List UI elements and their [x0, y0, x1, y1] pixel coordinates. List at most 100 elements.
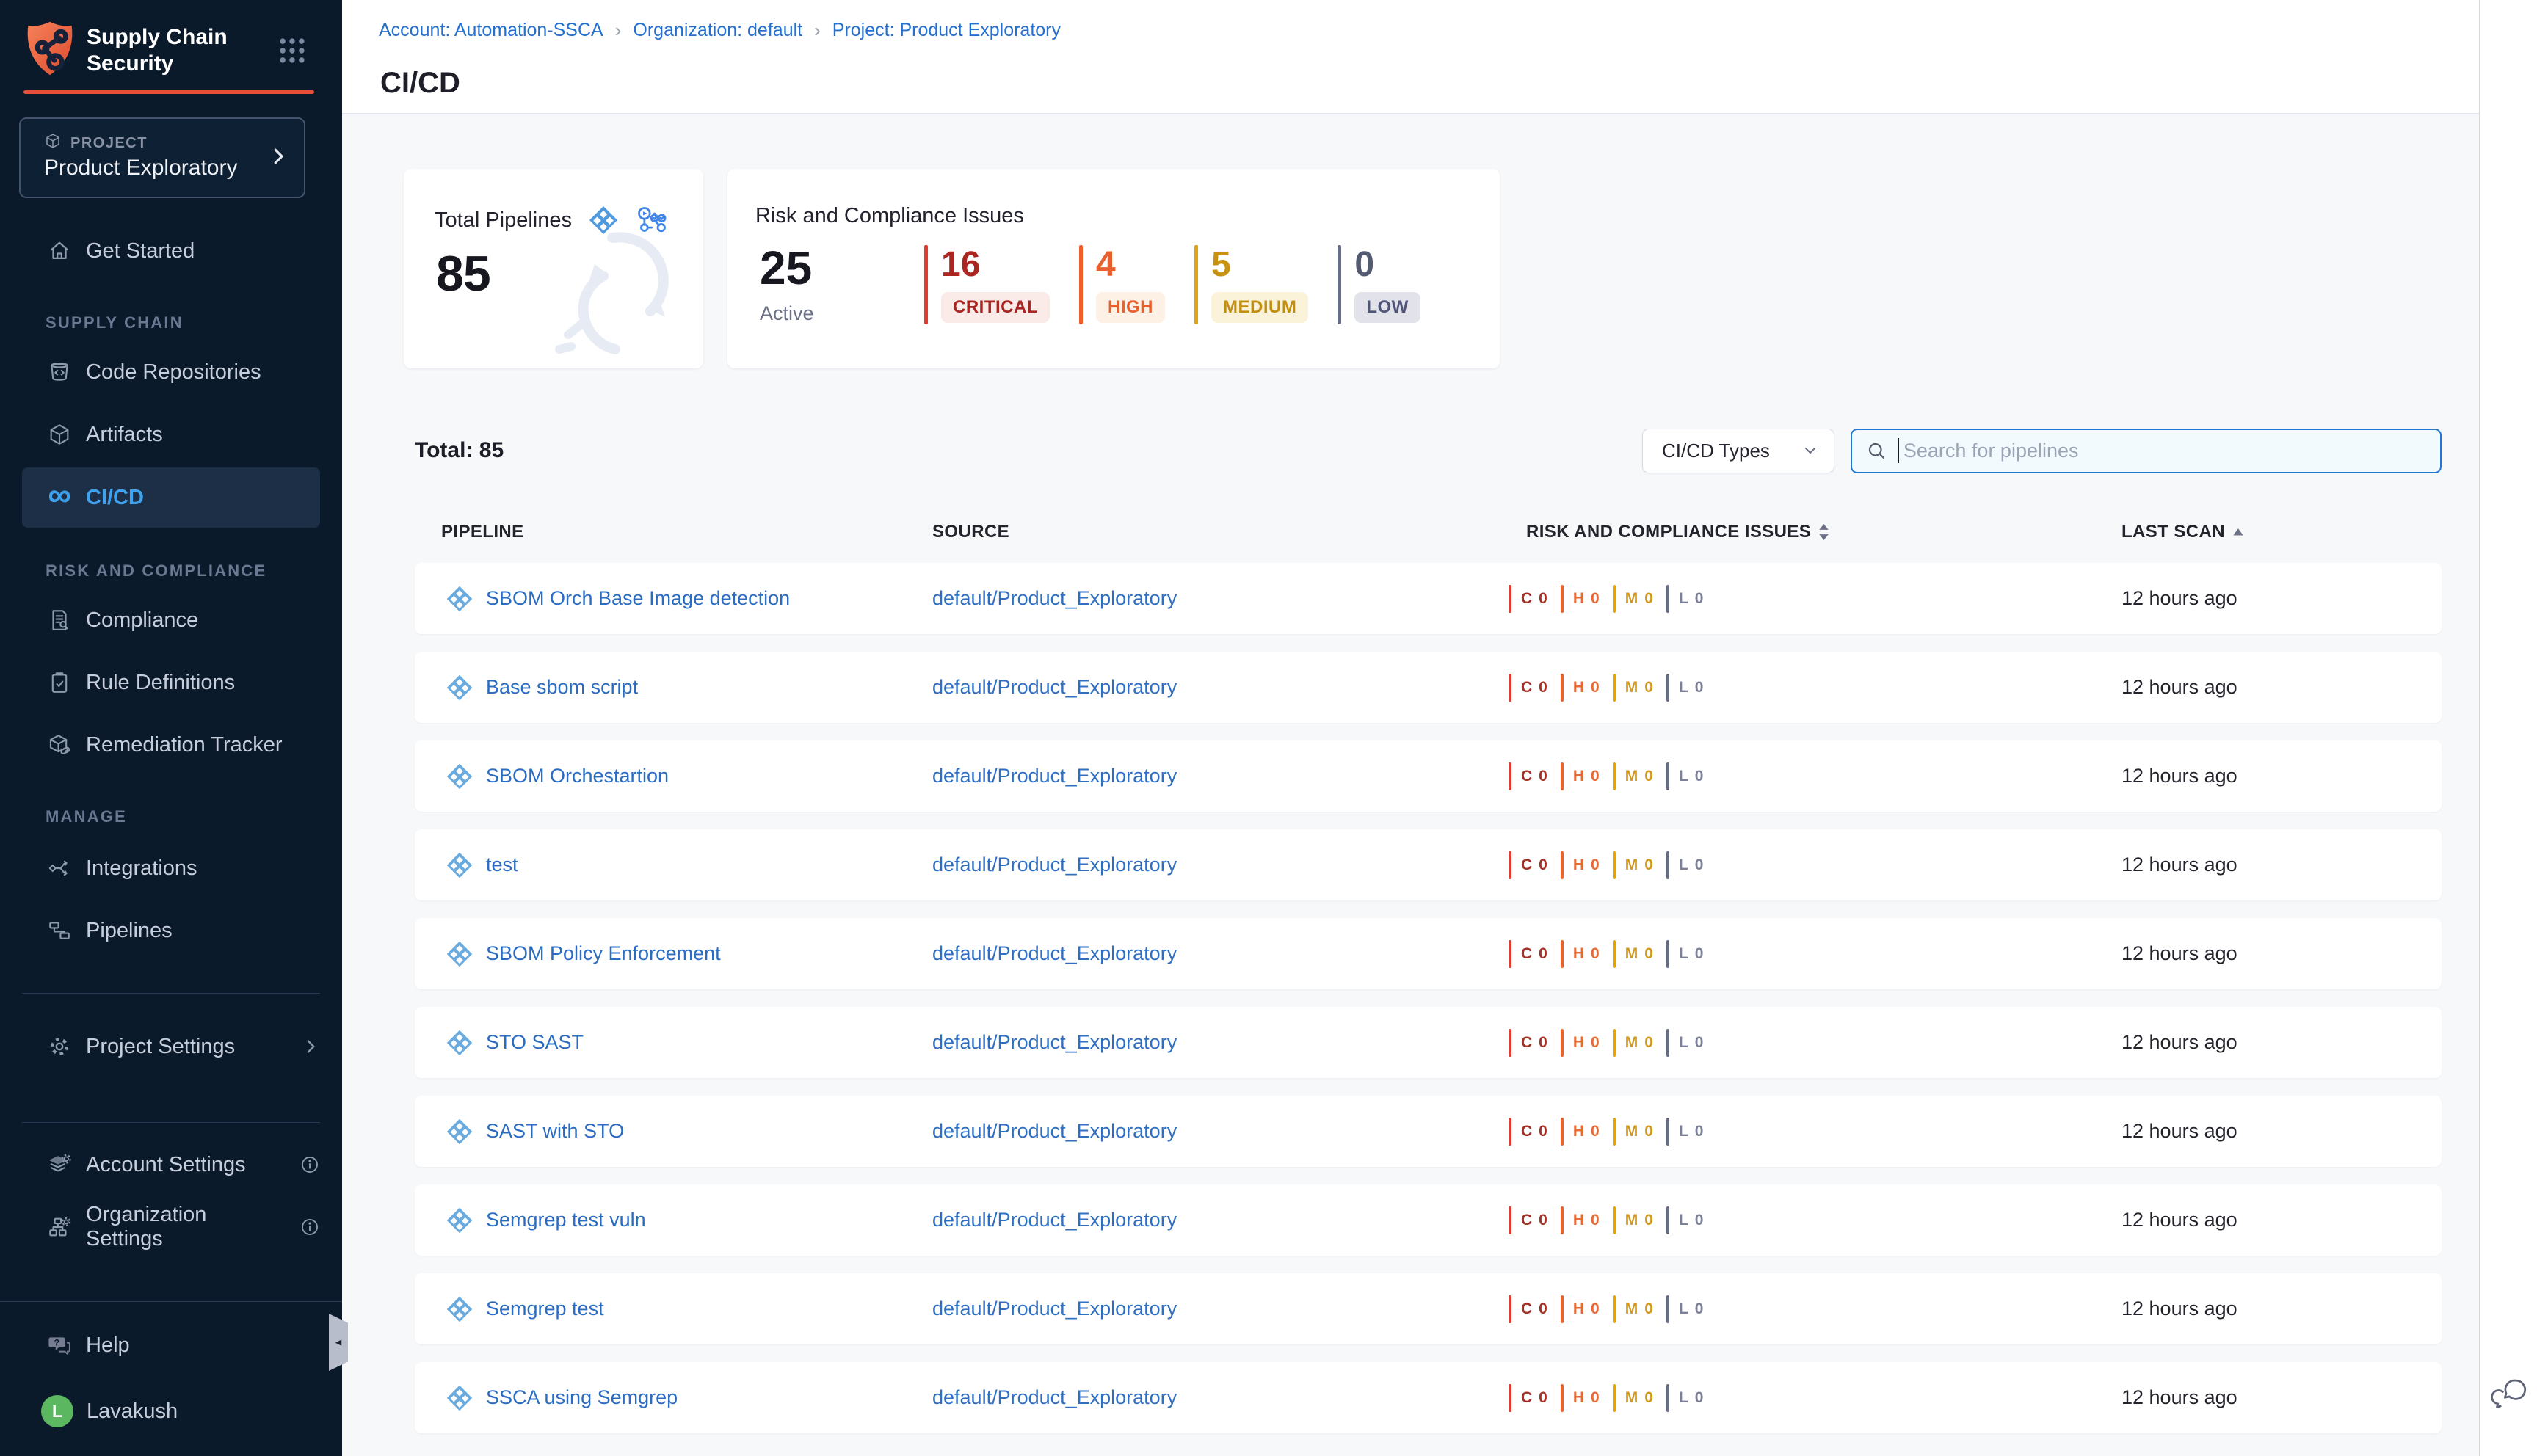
cicd-types-dropdown[interactable]: CI/CD Types: [1642, 428, 1834, 473]
severity-summary-high: 4 HIGH: [1078, 245, 1165, 324]
sort-ascending-icon[interactable]: [2232, 528, 2244, 536]
breadcrumb-organization-link[interactable]: Organization: default: [633, 20, 803, 40]
pipeline-name-link[interactable]: SSCA using Semgrep: [486, 1386, 678, 1408]
sidebar-item-label: Pipelines: [86, 918, 173, 942]
search-input[interactable]: [1901, 438, 2427, 463]
pipelines-table: SBOM Orch Base Image detection default/P…: [415, 563, 2442, 1451]
pipeline-name-link[interactable]: Semgrep test: [486, 1297, 604, 1320]
table-row[interactable]: Base sbom script default/Product_Explora…: [415, 652, 2442, 723]
column-header-last-scan[interactable]: LAST SCAN: [2122, 522, 2442, 542]
breadcrumb-account-link[interactable]: Account: Automation-SSCA: [379, 20, 603, 40]
pipeline-name-link[interactable]: Base sbom script: [486, 676, 639, 698]
sidebar-item-pipelines[interactable]: Pipelines: [22, 908, 320, 953]
project-label: PROJECT: [70, 134, 148, 151]
pipeline-source: default/Product_Exploratory: [932, 1386, 1177, 1408]
pipeline-diamond-icon: [446, 674, 473, 702]
sidebar-item-code-repositories[interactable]: Code Repositories: [22, 349, 320, 395]
pipeline-diamond-icon: [446, 940, 473, 968]
sidebar-item-label: Organization Settings: [86, 1203, 207, 1251]
table-row[interactable]: SBOM Orchestartion default/Product_Explo…: [415, 740, 2442, 812]
sidebar-item-help[interactable]: ? Help: [22, 1322, 320, 1368]
sidebar-collapse-handle[interactable]: ◂: [329, 1314, 348, 1371]
table-row[interactable]: Semgrep test default/Product_Exploratory…: [415, 1273, 2442, 1344]
chevron-down-icon: [1801, 442, 1819, 459]
sidebar-item-label: Account Settings: [86, 1152, 246, 1176]
sidebar-item-cicd[interactable]: ∞ CI/CD: [22, 467, 320, 528]
project-selector[interactable]: PROJECT Product Exploratory: [19, 117, 305, 198]
active-issues-label: Active: [760, 302, 814, 324]
sidebar-item-project-settings[interactable]: Project Settings: [22, 1024, 320, 1069]
sidebar-item-remediation-tracker[interactable]: Remediation Tracker: [22, 722, 320, 768]
pipeline-name-link[interactable]: SBOM Orch Base Image detection: [486, 587, 791, 609]
project-box-icon: [44, 132, 62, 154]
sidebar-item-compliance[interactable]: Compliance: [22, 597, 320, 643]
integrations-icon: [46, 854, 73, 882]
table-row[interactable]: SAST with STO default/Product_Explorator…: [415, 1096, 2442, 1167]
sidebar-item-get-started[interactable]: Get Started: [22, 228, 320, 274]
severity-badge: HIGH: [1095, 292, 1165, 323]
sidebar-section-risk-compliance: RISK AND COMPLIANCE: [46, 561, 267, 580]
sort-icon[interactable]: [1818, 523, 1829, 541]
pipeline-diamond-icon: [446, 1206, 473, 1234]
app-grid-icon[interactable]: [277, 36, 307, 69]
pipeline-name-link[interactable]: Semgrep test vuln: [486, 1209, 646, 1231]
breadcrumb-project-link[interactable]: Project: Product Exploratory: [832, 20, 1061, 40]
severity-badge: LOW: [1354, 292, 1420, 323]
logo-accent-divider: [23, 90, 314, 94]
table-row[interactable]: SBOM Policy Enforcement default/Product_…: [415, 918, 2442, 989]
svg-text:?: ?: [54, 1338, 59, 1348]
severity-summary-low: 0 LOW: [1338, 245, 1420, 324]
sidebar-divider: [22, 1122, 320, 1123]
pipeline-watermark-graphic: [555, 232, 669, 354]
last-scan-value: 12 hours ago: [2122, 676, 2237, 698]
pipeline-source: default/Product_Exploratory: [932, 1031, 1177, 1053]
pipeline-name-link[interactable]: SBOM Orchestartion: [486, 765, 669, 787]
sidebar-item-rule-definitions[interactable]: Rule Definitions: [22, 660, 320, 705]
pipeline-name-link[interactable]: STO SAST: [486, 1031, 584, 1053]
severity-summary-critical: 16 CRITICAL: [924, 245, 1050, 324]
pipeline-name-link[interactable]: SBOM Policy Enforcement: [486, 942, 721, 964]
sidebar-item-integrations[interactable]: Integrations: [22, 845, 320, 891]
sidebar-item-account-settings[interactable]: Account Settings: [22, 1142, 320, 1187]
breadcrumb-separator: ›: [814, 19, 821, 41]
user-name: Lavakush: [87, 1399, 178, 1423]
breadcrumb-separator: ›: [614, 19, 622, 41]
pipeline-name-link[interactable]: test: [486, 853, 518, 876]
document-search-icon: [46, 606, 73, 634]
table-row[interactable]: SSCA using Semgrep default/Product_Explo…: [415, 1362, 2442, 1433]
pipeline-name-link[interactable]: SAST with STO: [486, 1120, 625, 1142]
table-row[interactable]: SBOM Orch Base Image detection default/P…: [415, 563, 2442, 634]
sidebar-item-artifacts[interactable]: Artifacts: [22, 412, 320, 457]
risk-summary-body: 25 Active 16 CRITICAL 4: [760, 244, 1450, 325]
avatar: L: [41, 1395, 73, 1427]
sidebar-item-organization-settings[interactable]: Organization Settings: [22, 1203, 320, 1251]
chat-support-icon[interactable]: [2491, 1374, 2527, 1413]
table-row[interactable]: Semgrep test vuln default/Product_Explor…: [415, 1184, 2442, 1256]
column-header-risk-issues[interactable]: RISK AND COMPLIANCE ISSUES: [1509, 522, 2122, 542]
sidebar-item-label: Project Settings: [86, 1034, 236, 1058]
user-menu[interactable]: L Lavakush: [22, 1386, 320, 1437]
